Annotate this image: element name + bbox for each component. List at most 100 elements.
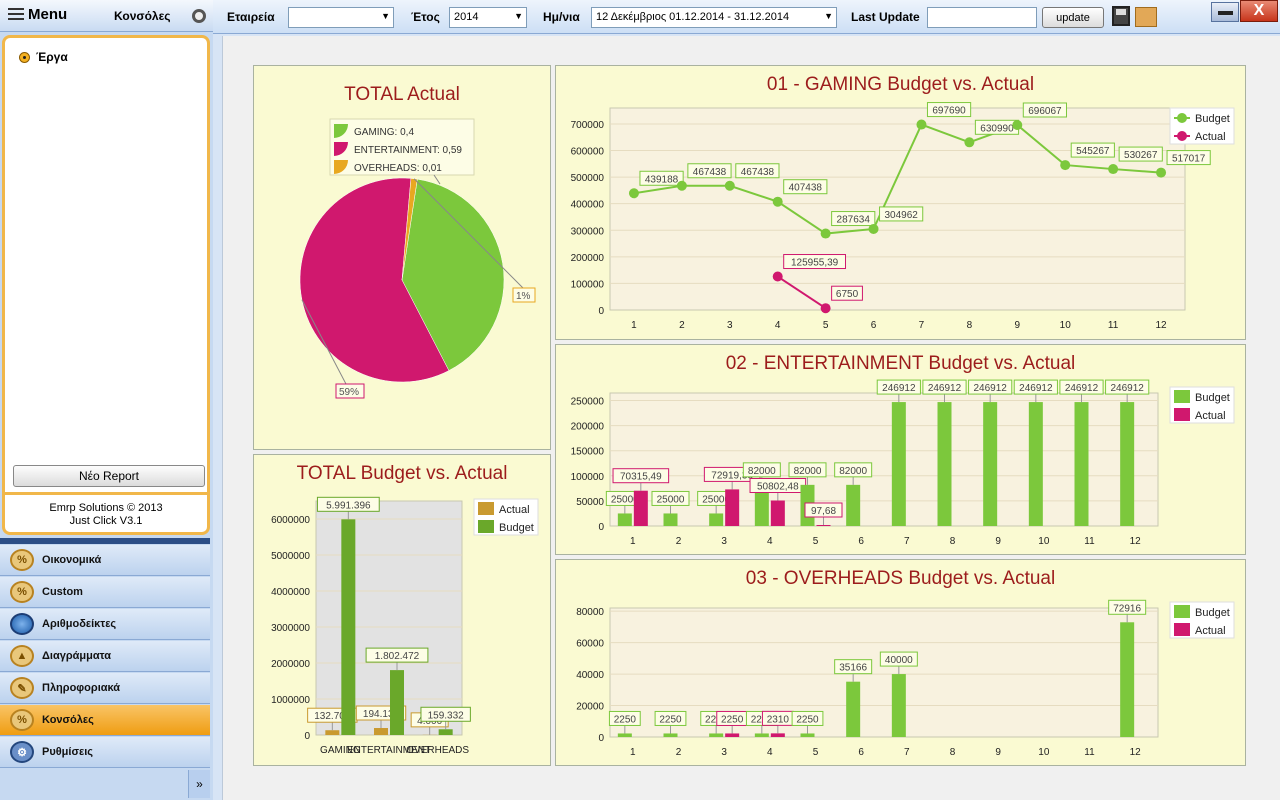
nav-item-2[interactable]: Αριθμοδείκτες [0,609,210,640]
more-nav-button[interactable]: » [188,770,210,798]
copyright-line: Emrp Solutions © 2013 [49,502,163,514]
menu-button[interactable]: Menu [8,6,67,23]
data-label: 2250 [721,714,744,725]
total-chart: 0 1000000 2000000 3000000 4000000 5000000 6000… [271,496,539,756]
nav-item-5[interactable]: % Κονσόλες [0,705,210,736]
data-label: 82000 [794,466,822,477]
data-label-box [365,647,429,663]
pie-label: 59% [339,387,359,398]
y-tick-label: 40000 [576,670,604,681]
year-select[interactable]: 2014 ▼ [449,7,527,28]
pie-legend-swatch [334,142,348,156]
x-tick-label: 5 [823,320,829,331]
data-label: 287634 [837,215,871,226]
nav-item-1[interactable]: % Custom [0,577,210,608]
splitter-handle[interactable] [0,538,210,544]
bar [770,733,785,737]
y-tick-label: 4000000 [271,587,310,598]
data-point [772,271,783,282]
hamburger-icon [8,7,24,22]
gaming-title: 01 - GAMING Budget vs. Actual [766,74,1035,95]
bar [891,674,906,737]
x-tick-label: 12 [1155,320,1167,331]
y-tick-label: 100000 [571,279,605,290]
data-label: 25000 [611,494,639,505]
nav-item-6[interactable]: ⚙ Ρυθμίσεις [0,737,210,768]
last-update-field[interactable] [927,7,1037,28]
company-select[interactable]: ▼ [288,7,394,28]
nav-item-3[interactable]: ▲ Διαγράμματα [0,641,210,672]
data-label-box [1108,599,1147,615]
bar [1074,402,1089,526]
data-label: 246912 [1110,383,1144,394]
chevron-down-icon: ▼ [514,11,523,21]
x-tick-label: 6 [858,536,864,547]
data-label: 35166 [839,663,867,674]
data-label-box [1059,379,1104,395]
series-line [633,123,1162,235]
data-point [1060,160,1071,171]
data-label-box [968,379,1013,395]
year-label: Έτος [411,10,440,24]
gaming-chart: 0 100000 200000 300000 400000 500000 600000 700… [571,102,1235,331]
nav-item-4[interactable]: ✎ Πληροφοριακά [0,673,210,704]
x-tick-label: 9 [995,747,1001,758]
y-tick-label: 200000 [571,253,605,264]
save-icon[interactable] [1112,6,1130,26]
bar [846,484,861,526]
y-tick-label: 3000000 [271,623,310,634]
y-tick-label: 100000 [571,472,605,483]
last-update-label: Last Update [851,10,920,24]
nav-item-label: Οικονομικά [42,554,102,566]
data-point [820,228,831,239]
x-tick-label: OVERHEADS [406,745,469,756]
close-button[interactable]: X [1240,0,1278,22]
period-label: Ημ/νια [543,10,580,24]
data-label: 70315,49 [620,472,662,483]
mail-icon[interactable] [1135,7,1157,27]
data-label: 246912 [973,383,1007,394]
data-label-box [879,651,918,667]
nav-item-0[interactable]: % Οικονομικά [0,545,210,576]
x-tick-label: 1 [630,747,636,758]
chevron-down-icon: ▼ [381,11,390,21]
data-label-box [783,254,847,270]
new-report-button[interactable]: Νέο Report [13,465,205,487]
tree-item-erga[interactable]: Έργα [19,50,68,64]
pie-label-box [335,383,365,399]
y-tick-label: 500000 [571,173,605,184]
legend-marker [1177,131,1187,141]
minimize-button[interactable] [1211,2,1239,22]
legend-label: Actual [499,504,530,516]
y-tick-label: 150000 [571,447,605,458]
data-label: 2310 [767,714,790,725]
period-select[interactable]: 12 Δεκέμβριος 01.12.2014 - 31.12.2014 ▼ [591,7,837,28]
nav-item-label: Αριθμοδείκτες [42,618,117,630]
gear-icon[interactable] [192,9,206,23]
data-point [916,119,927,130]
sidebar-header: Menu Κονσόλες [0,0,213,32]
nav-item-label: Custom [42,586,83,598]
y-tick-label: 700000 [571,120,605,131]
menu-label: Menu [28,6,68,23]
data-label-box [834,462,873,478]
data-label: 72919,33 [711,470,753,481]
data-label: 2250 [614,714,637,725]
data-point [820,303,831,314]
globe-icon [10,613,34,635]
divider [2,492,210,495]
x-tick-label: 2 [676,536,682,547]
x-tick-label: 10 [1038,747,1050,758]
data-label: 72916 [1113,603,1141,614]
bar [937,402,952,526]
update-button[interactable]: update [1042,7,1104,28]
ent-title: 02 - ENTERTAINMENT Budget vs. Actual [725,353,1076,374]
data-label: 6750 [836,289,859,300]
pie-chart: GAMING: 0,4 ENTERTAINMENT: 0,59 OVERHEADS:… [299,118,536,399]
data-label: 630990 [980,123,1014,134]
bar [617,733,632,737]
data-point [772,196,783,207]
pie-panel: TOTAL Actual GAMING: 0,4 ENTERTAINMENT: 0… [253,65,551,450]
data-label-box [926,102,972,118]
